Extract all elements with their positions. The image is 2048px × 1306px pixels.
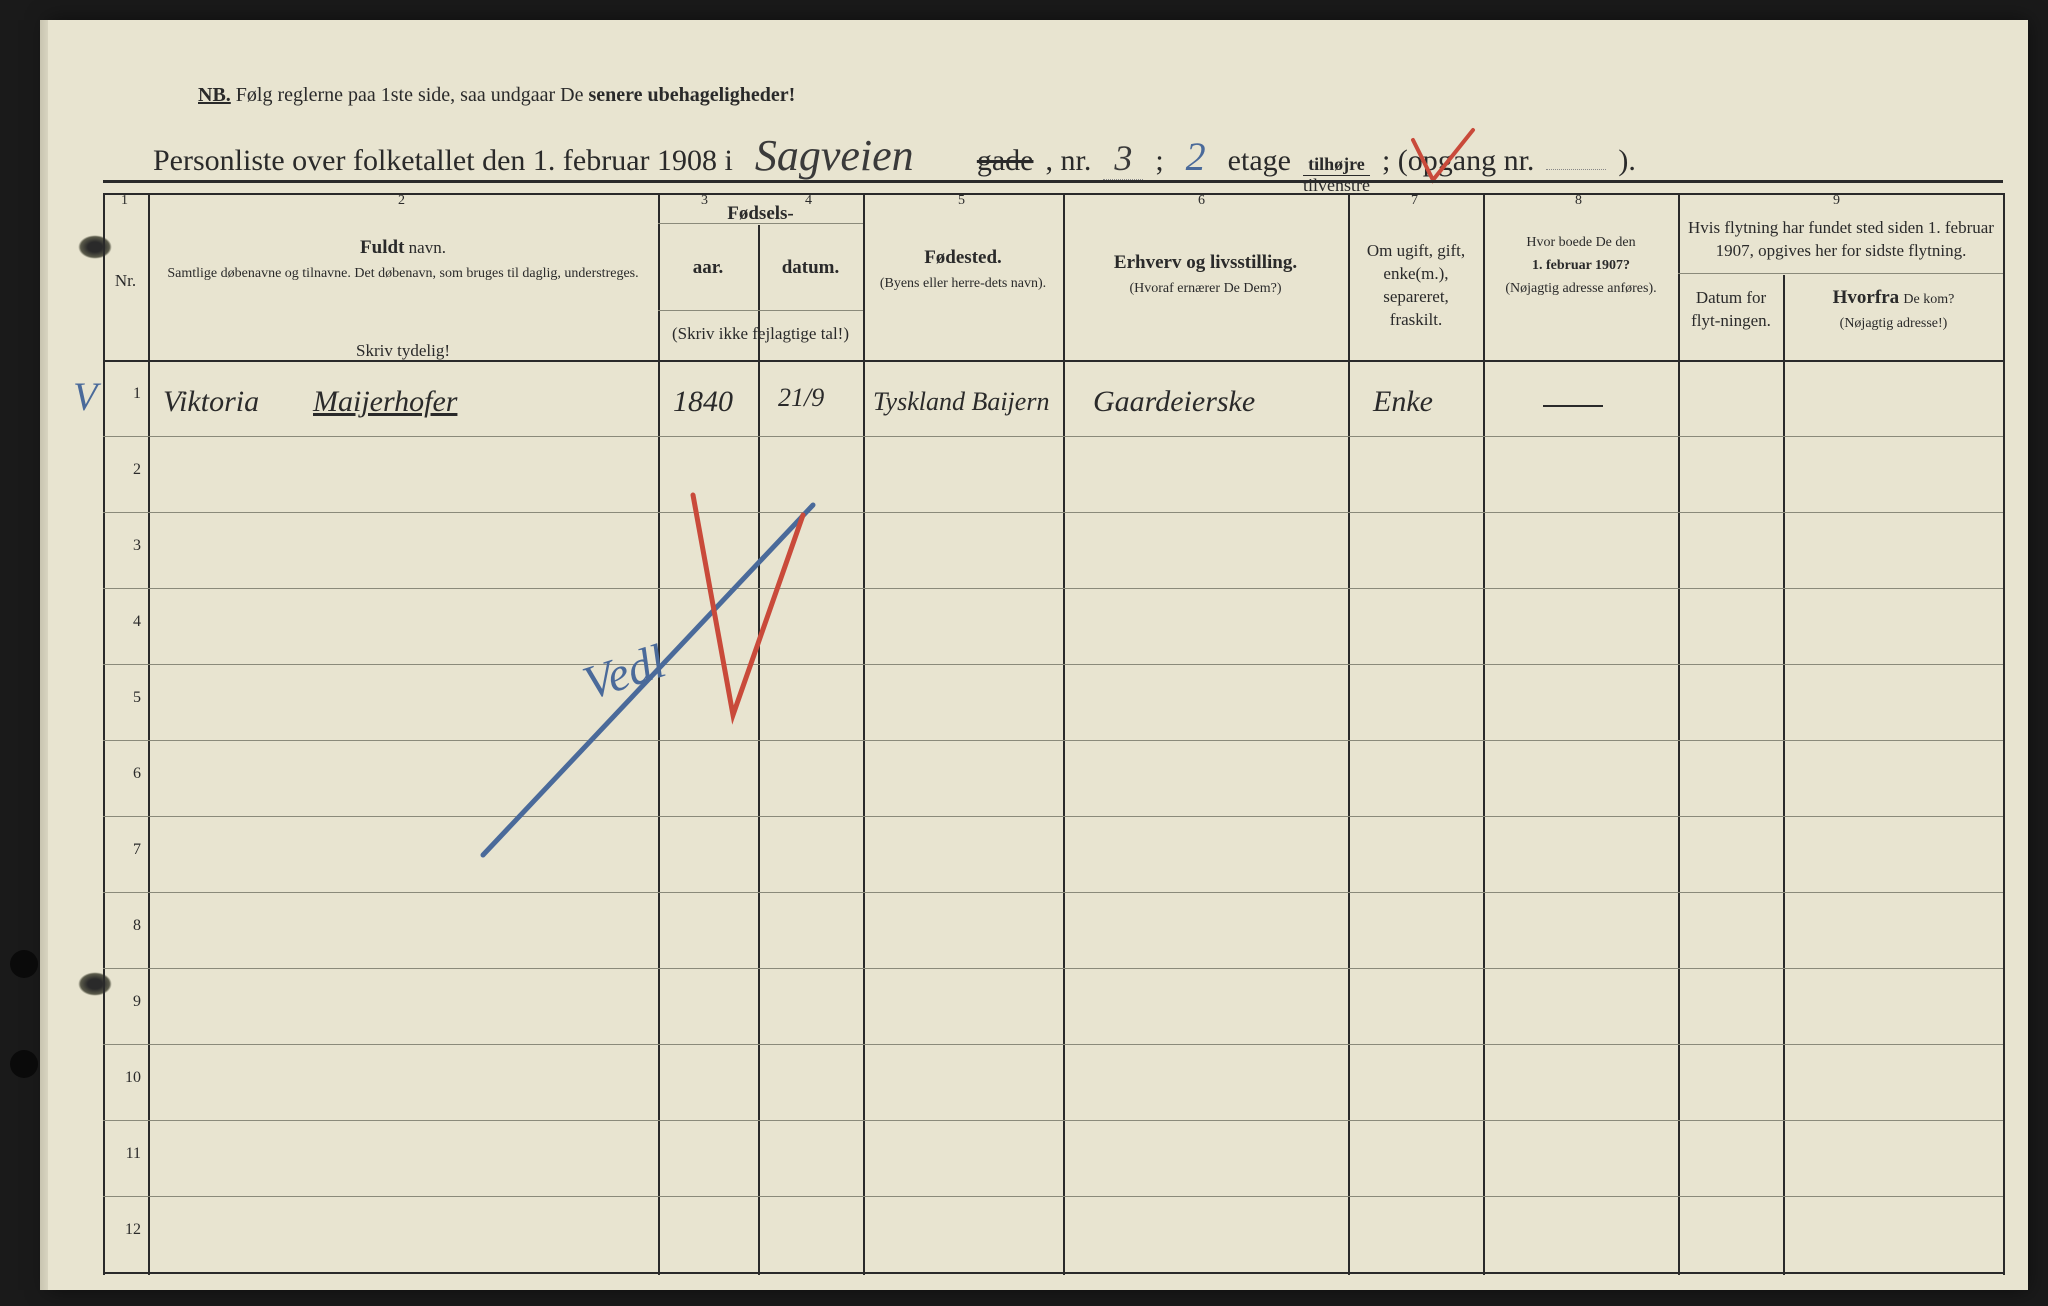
entry-name-first: Viktoria bbox=[163, 385, 259, 419]
header-fuldt-navn-sub: Samtlige døbenavne og tilnavne. Det døbe… bbox=[167, 266, 638, 281]
header-erhverv: Erhverv og livsstilling. bbox=[1114, 252, 1297, 273]
opgang-label: ; (opgang nr. bbox=[1382, 144, 1534, 178]
column-numbers: 1 2 3 4 5 6 7 8 9 bbox=[103, 193, 2003, 215]
entry-occupation: Gaardeierske bbox=[1093, 385, 1255, 419]
header-aar: aar. bbox=[693, 257, 723, 278]
header-nr: Nr. bbox=[108, 270, 143, 293]
hline bbox=[103, 1120, 2003, 1121]
etage-value: 2 bbox=[1176, 133, 1216, 180]
colnum: 2 bbox=[398, 193, 405, 209]
header-skriv-tydelig: Skriv tydelig! bbox=[303, 340, 503, 363]
margin-checkmark: V bbox=[73, 373, 97, 420]
entry-birthplace: Tyskland Baijern bbox=[873, 387, 1049, 417]
nb-notice: NB. Følg reglerne paa 1ste side, saa und… bbox=[198, 84, 795, 107]
header-flytning: Hvis flytning har fundet sted siden 1. f… bbox=[1685, 217, 1997, 263]
rownum: 10 bbox=[111, 1069, 141, 1087]
hline bbox=[103, 968, 2003, 969]
rownum: 7 bbox=[111, 841, 141, 859]
title-close: ). bbox=[1618, 144, 1636, 178]
header-skriv-ikke: (Skriv ikke fejlagtige tal!) bbox=[663, 323, 858, 346]
rownum: 5 bbox=[111, 689, 141, 707]
header-fodested-sub: (Byens eller herre-dets navn). bbox=[880, 276, 1046, 291]
vline bbox=[658, 193, 660, 1275]
vline bbox=[1348, 193, 1350, 1275]
colnum: 1 bbox=[121, 193, 128, 209]
street-name: Sagveien bbox=[745, 130, 965, 182]
hline bbox=[103, 1044, 2003, 1045]
header-hvorfra-sub: (Nøjagtig adresse!) bbox=[1840, 316, 1948, 331]
semicolon: ; bbox=[1155, 144, 1163, 178]
rownum: 9 bbox=[111, 993, 141, 1011]
title-lead: Personliste over folketallet den 1. febr… bbox=[153, 144, 733, 178]
rownum: 6 bbox=[111, 765, 141, 783]
entry-name-last: Maijerhofer bbox=[313, 385, 457, 419]
hline bbox=[103, 512, 2003, 513]
title-line: Personliste over folketallet den 1. febr… bbox=[153, 130, 1993, 196]
colnum: 9 bbox=[1833, 193, 1840, 209]
header-erhverv-sub: (Hvoraf ernærer De Dem?) bbox=[1130, 281, 1282, 296]
header-fuldt-navn: Fuldt navn. bbox=[360, 238, 446, 257]
entry-marital: Enke bbox=[1373, 385, 1433, 419]
vline bbox=[758, 225, 760, 1275]
rownum: 4 bbox=[111, 613, 141, 631]
rownum: 1 bbox=[111, 385, 141, 403]
hline bbox=[103, 664, 2003, 665]
etage-label: etage bbox=[1228, 144, 1291, 178]
rownum: 3 bbox=[111, 537, 141, 555]
header-hvor-boede: Hvor boede De den bbox=[1526, 235, 1635, 250]
hline bbox=[658, 310, 863, 311]
vline bbox=[863, 193, 865, 1275]
header-hvor-boede-sub: (Nøjagtig adresse anføres). bbox=[1505, 281, 1656, 296]
header-hvorfra: Hvorfra De kom? bbox=[1833, 288, 1955, 307]
tilhojre-tilvenstre: tilhøjre tilvenstre bbox=[1303, 155, 1370, 196]
header-fodested: Fødested. bbox=[924, 247, 1002, 268]
hline bbox=[103, 1196, 2003, 1197]
rownum: 11 bbox=[111, 1145, 141, 1163]
colnum: 7 bbox=[1411, 193, 1418, 209]
entry-dash bbox=[1543, 405, 1603, 407]
binding-dot bbox=[10, 950, 38, 978]
vline bbox=[148, 193, 150, 1275]
vline bbox=[103, 193, 105, 1275]
vline bbox=[2003, 193, 2005, 1275]
opgang-value bbox=[1546, 169, 1606, 170]
rownum: 2 bbox=[111, 461, 141, 479]
vline bbox=[1783, 275, 1785, 1275]
vline bbox=[1678, 193, 1680, 1275]
header-fodsels: Fødsels- bbox=[727, 203, 794, 224]
hline bbox=[1678, 273, 2003, 274]
hline bbox=[103, 740, 2003, 741]
hline bbox=[103, 816, 2003, 817]
rownum: 8 bbox=[111, 917, 141, 935]
header-datum: datum. bbox=[782, 257, 840, 278]
vline bbox=[1063, 193, 1065, 1275]
nr-label: , nr. bbox=[1045, 144, 1091, 178]
nb-bold: senere ubehageligheder! bbox=[588, 84, 795, 106]
title-underline bbox=[103, 180, 2003, 183]
hline bbox=[103, 892, 2003, 893]
hline bbox=[103, 1272, 2003, 1274]
header-hvor-boede-date: 1. februar 1907? bbox=[1532, 258, 1630, 273]
hline bbox=[103, 588, 2003, 589]
hline bbox=[103, 193, 2003, 195]
entry-date: 21/9 bbox=[778, 383, 824, 413]
hline bbox=[103, 436, 2003, 437]
nb-text: Følg reglerne paa 1ste side, saa undgaar… bbox=[236, 84, 584, 106]
colnum: 6 bbox=[1198, 193, 1205, 209]
gade-label: gade bbox=[977, 144, 1034, 178]
rownum: 12 bbox=[111, 1221, 141, 1239]
entry-year: 1840 bbox=[673, 385, 733, 419]
nb-prefix: NB. bbox=[198, 84, 231, 106]
nr-value: 3 bbox=[1103, 137, 1143, 180]
colnum: 5 bbox=[958, 193, 965, 209]
census-form-page: NB. Følg reglerne paa 1ste side, saa und… bbox=[48, 20, 2028, 1290]
binding-dot bbox=[10, 1050, 38, 1078]
census-table: Nr. Fuldt navn. Samtlige døbenavne og ti… bbox=[103, 215, 2003, 1275]
vline bbox=[1483, 193, 1485, 1275]
header-om-ugift: Om ugift, gift, enke(m.), separeret, fra… bbox=[1355, 240, 1477, 332]
red-checkmark-body bbox=[663, 475, 823, 755]
colnum: 8 bbox=[1575, 193, 1582, 209]
header-datum-flyt: Datum for flyt-ningen. bbox=[1685, 287, 1777, 333]
